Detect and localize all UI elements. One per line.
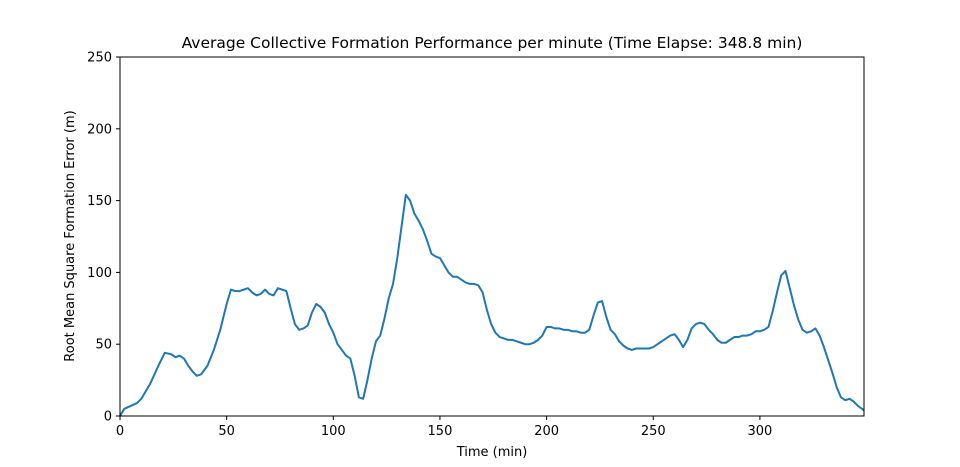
x-tick-label: 0 <box>116 424 124 439</box>
plot-area <box>119 193 865 417</box>
x-tick-label: 250 <box>641 424 666 439</box>
y-tick-label: 150 <box>87 194 112 209</box>
series-line <box>119 193 865 417</box>
y-tick-label: 250 <box>87 51 112 66</box>
y-axis-label: Root Mean Square Formation Error (m) <box>63 110 78 361</box>
x-tick-label: 100 <box>321 424 346 439</box>
x-tick-label: 200 <box>534 424 559 439</box>
y-tick-label: 100 <box>87 266 112 281</box>
plot-frame <box>119 56 865 417</box>
x-tick-label: 150 <box>428 424 453 439</box>
chart-title: Average Collective Formation Performance… <box>182 34 803 52</box>
y-tick-label: 0 <box>104 410 112 425</box>
x-axis-label: Time (min) <box>456 445 528 460</box>
y-tick-label: 50 <box>95 338 112 353</box>
x-axis-ticks: 0 50 100 150 200 250 300 <box>116 416 772 439</box>
y-axis-ticks: 0 50 100 150 200 250 <box>87 51 120 425</box>
x-tick-label: 300 <box>747 424 772 439</box>
y-tick-label: 200 <box>87 122 112 137</box>
x-tick-label: 50 <box>218 424 235 439</box>
